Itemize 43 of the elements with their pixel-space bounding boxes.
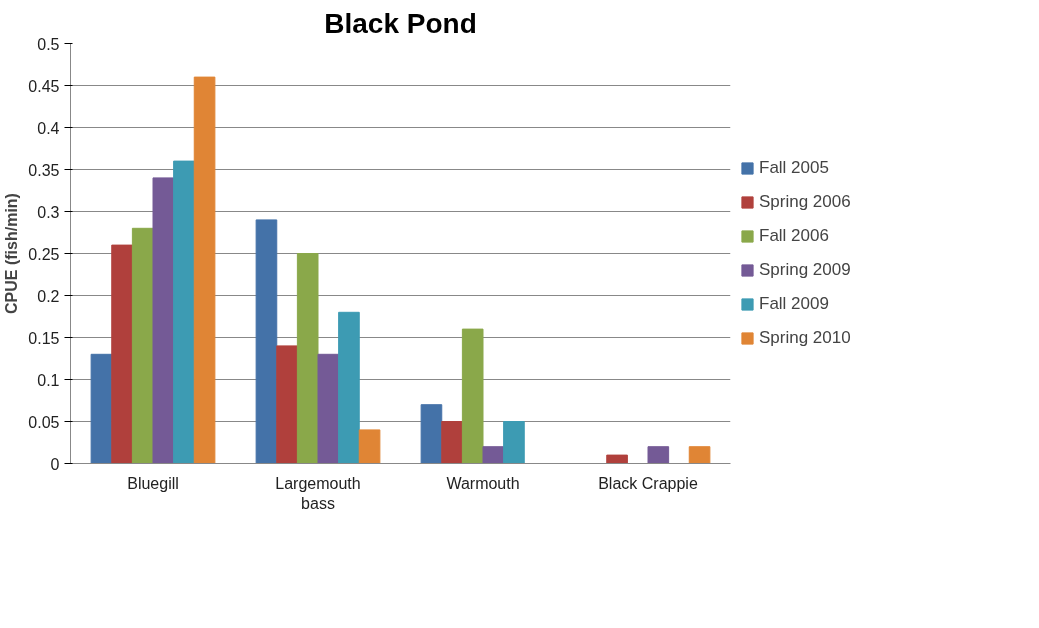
y-tick-label: 0.4 [37,119,60,137]
bar [276,345,298,464]
bar [647,446,670,464]
y-tick-label: 0.25 [28,245,60,263]
bar [461,328,484,464]
bar [688,446,711,464]
y-tick-label: 0.1 [37,371,60,389]
x-tick-label: Warmouth [446,474,520,492]
bar [482,446,505,464]
bar [317,353,340,464]
y-tick-label: 0.35 [28,161,60,179]
legend-label: Spring 2006 [759,192,851,212]
bar [358,429,381,464]
bar [503,421,525,464]
y-tick-label: 0.15 [28,329,60,347]
y-tick-label: 0.3 [37,203,60,221]
x-tick-label: Black Crappie [598,474,698,492]
legend-label: Spring 2009 [759,260,851,280]
x-tick-label: Bluegill [127,474,179,492]
legend-label: Fall 2005 [759,158,829,178]
bar [173,160,195,464]
bar [255,219,278,464]
legend-label: Fall 2006 [759,226,829,246]
bar [338,311,360,464]
bar [111,244,133,464]
bar [420,404,443,464]
bar [90,353,113,464]
x-tick-label: Largemouth bass [275,474,361,512]
legend-label: Fall 2009 [759,294,829,314]
legend-label: Spring 2010 [759,328,851,348]
y-tick-label: 0.2 [37,287,60,305]
y-axis-title: CPUE (fish/min) [3,193,21,314]
bar [131,227,154,464]
bar [296,253,319,464]
y-tick-label: 0.05 [28,413,60,431]
bar [441,421,463,464]
chart-title: Black Pond [324,7,477,39]
y-tick-label: 0.5 [37,35,60,53]
bar [193,76,216,464]
y-tick-label: 0 [50,455,60,473]
bar [152,177,175,464]
bar [606,454,628,464]
y-tick-label: 0.45 [28,77,60,95]
